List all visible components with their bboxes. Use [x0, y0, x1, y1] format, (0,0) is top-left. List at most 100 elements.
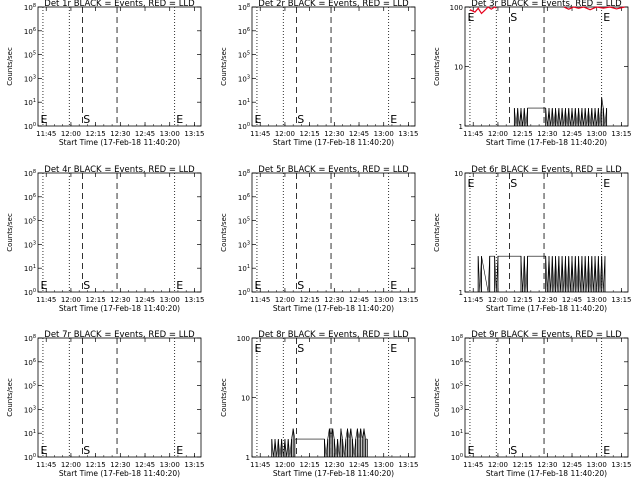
detector-panel-3: Det 3r BLACK = Events, RED = LLD 11:45 12:…: [433, 0, 632, 147]
x-tick-label: 12:45: [349, 130, 369, 138]
y-tick-label: 100: [238, 288, 250, 297]
x-tick-label: 12:30: [324, 461, 344, 469]
x-tick-label: 11:45: [250, 461, 270, 469]
marker-e: E: [254, 279, 261, 292]
x-tick-label: 12:30: [537, 130, 557, 138]
x-tick-label: 13:15: [184, 130, 204, 138]
y-tick-label: 106: [451, 358, 463, 367]
series-lld-line: [469, 6, 497, 15]
x-axis-label: Start Time (17-Feb-18 11:40:20): [486, 138, 607, 147]
x-tick-label: 12:45: [562, 130, 582, 138]
y-tick-label: 106: [238, 27, 250, 36]
marker-e: E: [603, 444, 610, 457]
marker-s: S: [297, 279, 304, 292]
detector-panel-5: Det 5r BLACK = Events, RED = LLD 11:45 12:…: [220, 165, 419, 313]
panel-title: Det 6r BLACK = Events, RED = LLD: [471, 165, 622, 175]
x-tick-label: 13:00: [160, 296, 180, 304]
marker-e: E: [40, 279, 47, 292]
x-tick-label: 12:15: [86, 130, 106, 138]
y-tick-label: 105: [24, 217, 36, 226]
detector-panel-6: Det 6r BLACK = Events, RED = LLD 11:45 12:…: [433, 165, 632, 313]
x-tick-label: 13:00: [374, 130, 394, 138]
y-tick-label: 103: [451, 405, 463, 414]
x-axis-label: Start Time (17-Feb-18 11:40:20): [486, 469, 607, 478]
x-tick-label: 11:45: [463, 296, 483, 304]
y-tick-label: 101: [238, 264, 250, 273]
y-axis-label: Counts/sec: [433, 378, 441, 417]
series-events-outline: [477, 255, 606, 293]
x-tick-label: 13:15: [184, 461, 204, 469]
plot-frame: [251, 6, 416, 127]
y-axis-label: Counts/sec: [220, 213, 228, 252]
x-tick-label: 12:15: [300, 461, 320, 469]
y-tick-label: 101: [24, 98, 36, 107]
y-tick-label: 101: [451, 429, 463, 438]
x-axis-label: Start Time (17-Feb-18 11:40:20): [486, 304, 607, 313]
panel-title: Det 5r BLACK = Events, RED = LLD: [258, 165, 409, 175]
x-axis-label: Start Time (17-Feb-18 11:40:20): [273, 469, 394, 478]
y-tick-label: 100: [451, 453, 463, 462]
detector-panel-4: Det 4r BLACK = Events, RED = LLD 11:45 12:…: [6, 165, 205, 313]
marker-e: E: [390, 279, 397, 292]
y-tick-label: 1: [459, 123, 463, 131]
y-axis-label: Counts/sec: [220, 378, 228, 417]
marker-s: S: [510, 444, 517, 457]
y-tick-label: 1: [246, 454, 250, 462]
y-tick-label: 108: [451, 334, 463, 343]
marker-e: E: [603, 177, 610, 190]
x-tick-label: 12:15: [513, 130, 533, 138]
plot-frame: [37, 6, 202, 127]
y-tick-label: 105: [451, 382, 463, 391]
detector-panel-7: Det 7r BLACK = Events, RED = LLD 11:45 12:…: [6, 330, 205, 478]
x-tick-label: 12:30: [537, 461, 557, 469]
x-tick-label: 12:30: [324, 130, 344, 138]
x-tick-label: 12:15: [513, 461, 533, 469]
x-tick-label: 13:15: [184, 296, 204, 304]
x-tick-label: 12:45: [135, 130, 155, 138]
plot-frame: [464, 337, 629, 458]
series-events-outline: [514, 97, 607, 127]
marker-e: E: [390, 113, 397, 126]
marker-s: S: [83, 444, 90, 457]
x-tick-label: 12:00: [275, 296, 295, 304]
y-tick-label: 103: [238, 240, 250, 249]
y-tick-label: 100: [238, 122, 250, 131]
marker-e: E: [254, 113, 261, 126]
marker-e: E: [176, 279, 183, 292]
y-axis-label: Counts/sec: [220, 47, 228, 86]
x-tick-label: 12:00: [61, 461, 81, 469]
x-tick-label: 11:45: [36, 296, 56, 304]
y-axis-label: Counts/sec: [6, 47, 14, 86]
x-tick-label: 13:15: [398, 296, 418, 304]
detector-panel-8: Det 8r BLACK = Events, RED = LLD 11:45 12:…: [220, 330, 419, 478]
marker-e: E: [467, 177, 474, 190]
x-tick-label: 12:00: [488, 296, 508, 304]
panel-title: Det 3r BLACK = Events, RED = LLD: [471, 0, 622, 9]
y-tick-label: 100: [24, 453, 36, 462]
x-tick-label: 12:00: [275, 130, 295, 138]
x-tick-label: 13:00: [587, 461, 607, 469]
series-lld-line: [563, 6, 625, 11]
plot-frame: [251, 337, 416, 458]
x-axis-label: Start Time (17-Feb-18 11:40:20): [59, 469, 180, 478]
x-tick-label: 12:15: [300, 130, 320, 138]
x-tick-label: 12:15: [86, 461, 106, 469]
y-tick-label: 103: [24, 74, 36, 83]
y-tick-label: 103: [24, 405, 36, 414]
y-tick-label: 101: [24, 264, 36, 273]
plot-frame: [37, 172, 202, 293]
y-tick-label: 108: [24, 334, 36, 343]
x-tick-label: 12:45: [349, 461, 369, 469]
x-tick-label: 12:15: [86, 296, 106, 304]
marker-s: S: [297, 113, 304, 126]
marker-s: S: [83, 113, 90, 126]
x-tick-label: 12:30: [110, 461, 130, 469]
marker-s: S: [510, 177, 517, 190]
y-axis-label: Counts/sec: [6, 378, 14, 417]
x-tick-label: 13:00: [160, 130, 180, 138]
y-tick-label: 106: [238, 193, 250, 202]
x-tick-label: 11:45: [463, 461, 483, 469]
y-tick-label: 1: [459, 289, 463, 297]
y-tick-label: 101: [24, 429, 36, 438]
y-axis-label: Counts/sec: [6, 213, 14, 252]
